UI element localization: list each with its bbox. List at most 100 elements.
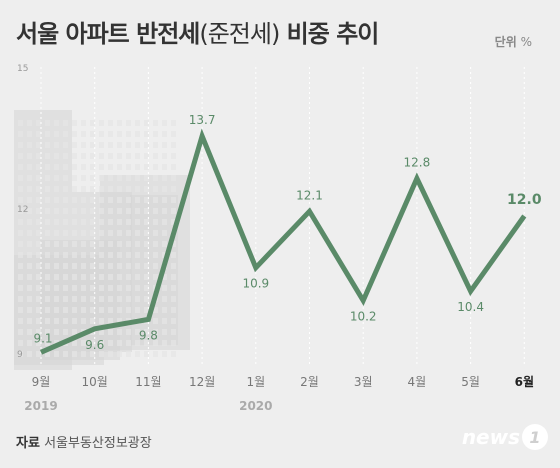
- building-window: [45, 351, 50, 357]
- building-window: [135, 208, 140, 214]
- building-window: [18, 153, 23, 159]
- building-window: [54, 296, 59, 302]
- building-window: [81, 131, 86, 137]
- building-window: [108, 263, 113, 269]
- building-window: [36, 351, 41, 357]
- building-window: [72, 285, 77, 291]
- building-window: [162, 230, 167, 236]
- building-window: [27, 296, 32, 302]
- building-window: [18, 186, 23, 192]
- building-window: [18, 175, 23, 181]
- building-window: [135, 307, 140, 313]
- building-window: [81, 318, 86, 324]
- building-window: [117, 318, 122, 324]
- building-window: [117, 285, 122, 291]
- chart-title: 서울 아파트 반전세(준전세) 비중 추이: [16, 14, 379, 49]
- building-window: [27, 175, 32, 181]
- building-window: [144, 285, 149, 291]
- building-window: [36, 186, 41, 192]
- building-window: [126, 296, 131, 302]
- building-window: [45, 219, 50, 225]
- building-window: [18, 241, 23, 247]
- building-window: [63, 263, 68, 269]
- building-window: [36, 329, 41, 335]
- building-window: [99, 329, 104, 335]
- building-window: [90, 153, 95, 159]
- building-window: [162, 241, 167, 247]
- building-window: [63, 307, 68, 313]
- building-window: [99, 307, 104, 313]
- building-window: [153, 142, 158, 148]
- building-window: [135, 241, 140, 247]
- building-window: [90, 241, 95, 247]
- building-window: [18, 197, 23, 203]
- building-window: [126, 329, 131, 335]
- building-window: [99, 186, 104, 192]
- building-window: [45, 285, 50, 291]
- building-window: [153, 340, 158, 346]
- building-window: [162, 164, 167, 170]
- building-window: [108, 186, 113, 192]
- building-window: [45, 131, 50, 137]
- building-window: [135, 164, 140, 170]
- building-window: [117, 197, 122, 203]
- building-window: [27, 274, 32, 280]
- building-window: [117, 329, 122, 335]
- building-window: [18, 318, 23, 324]
- building-window: [153, 208, 158, 214]
- building-window: [45, 153, 50, 159]
- building-window: [99, 241, 104, 247]
- building-window: [117, 208, 122, 214]
- building-window: [54, 186, 59, 192]
- building-window: [135, 175, 140, 181]
- building-window: [45, 230, 50, 236]
- building-window: [72, 186, 77, 192]
- building-window: [27, 263, 32, 269]
- building-window: [18, 219, 23, 225]
- building-window: [54, 120, 59, 126]
- source-value: 서울부동산정보광장: [44, 436, 152, 451]
- building-window: [171, 307, 176, 313]
- unit-value: %: [520, 35, 532, 49]
- building-window: [81, 285, 86, 291]
- news1-logo: news 1: [462, 424, 548, 450]
- building-window: [99, 340, 104, 346]
- building-window: [45, 241, 50, 247]
- building-window: [54, 230, 59, 236]
- building-window: [27, 164, 32, 170]
- building-window: [81, 274, 86, 280]
- building-window: [144, 197, 149, 203]
- building-window: [126, 197, 131, 203]
- building-window: [171, 131, 176, 137]
- data-label: 10.2: [350, 310, 377, 324]
- building-window: [81, 186, 86, 192]
- building-window: [54, 274, 59, 280]
- building-window: [153, 318, 158, 324]
- building-window: [90, 131, 95, 137]
- building-window: [108, 318, 113, 324]
- building-window: [27, 329, 32, 335]
- logo-mark: 1: [522, 424, 548, 450]
- building-window: [162, 318, 167, 324]
- building-window: [162, 285, 167, 291]
- building-window: [45, 142, 50, 148]
- building-window: [135, 142, 140, 148]
- title-main: 서울 아파트 반전세: [16, 20, 200, 48]
- building-window: [144, 186, 149, 192]
- building-window: [27, 340, 32, 346]
- x-tick-label: 12월: [189, 375, 215, 389]
- building-window: [45, 318, 50, 324]
- building-window: [144, 208, 149, 214]
- building-window: [153, 131, 158, 137]
- building-window: [81, 175, 86, 181]
- building-window: [36, 131, 41, 137]
- building-window: [126, 241, 131, 247]
- building-window: [54, 263, 59, 269]
- building-window: [72, 318, 77, 324]
- building-window: [36, 153, 41, 159]
- building-window: [108, 197, 113, 203]
- building-window: [171, 186, 176, 192]
- building-window: [18, 307, 23, 313]
- building-window: [144, 230, 149, 236]
- building-window: [45, 329, 50, 335]
